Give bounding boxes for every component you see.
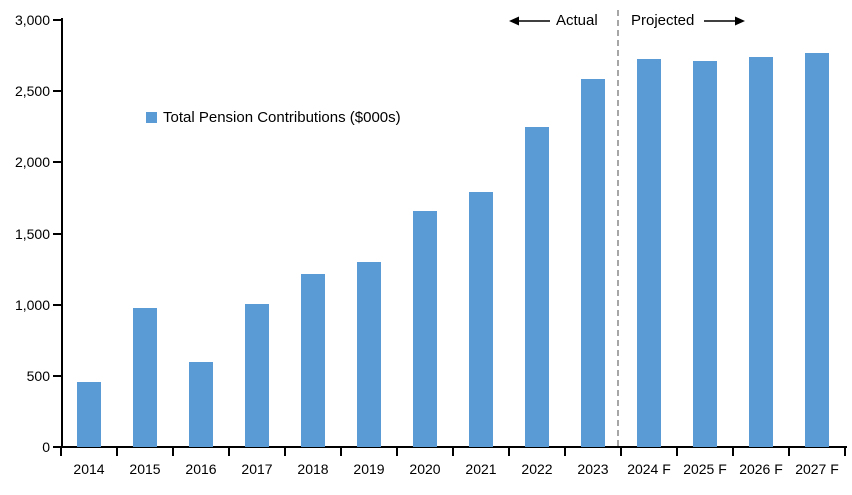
x-axis-tick: [396, 448, 398, 456]
x-axis-label: 2015: [129, 461, 161, 477]
x-axis-tick: [452, 448, 454, 456]
x-axis-label: 2024 F: [627, 461, 671, 477]
bar-2024-F: [637, 59, 661, 447]
y-axis-label: 3,000: [14, 12, 50, 28]
x-axis-tick: [116, 448, 118, 456]
x-axis-tick: [172, 448, 174, 456]
x-axis-label: 2014: [73, 461, 105, 477]
x-axis-label: 2027 F: [795, 461, 839, 477]
x-axis-label: 2026 F: [739, 461, 783, 477]
legend: Total Pension Contributions ($000s): [146, 109, 401, 126]
x-axis-label: 2021: [465, 461, 497, 477]
projected-section-label: Projected: [631, 12, 695, 29]
x-axis-tick: [732, 448, 734, 456]
x-axis-tick: [60, 448, 62, 456]
left-arrow-icon: [509, 16, 550, 26]
x-axis-tick: [844, 448, 846, 456]
x-axis-label: 2016: [185, 461, 217, 477]
bar-2027-F: [805, 52, 829, 447]
bar-2018: [301, 274, 325, 447]
y-axis-line: [61, 18, 63, 448]
y-axis-tick: [53, 232, 61, 235]
legend-label: Total Pension Contributions ($000s): [163, 109, 401, 126]
x-axis-tick: [284, 448, 286, 456]
bar-2025-F: [693, 60, 717, 447]
x-axis-label: 2017: [241, 461, 273, 477]
x-axis-tick: [564, 448, 566, 456]
legend-marker-icon: [146, 112, 157, 123]
y-axis-tick: [53, 446, 61, 448]
x-axis-label: 2022: [521, 461, 553, 477]
bar-2019: [357, 261, 381, 447]
bar-2023: [581, 79, 605, 447]
y-axis-tick: [53, 90, 61, 93]
bar-2017: [245, 303, 269, 447]
bar-2022: [525, 126, 549, 447]
x-axis-line: [53, 446, 847, 448]
y-axis-label: 500: [26, 367, 50, 384]
y-axis-label: 1,000: [14, 296, 50, 313]
y-axis-label: 0: [42, 439, 50, 455]
right-arrow-icon: [704, 16, 745, 26]
bar-2016: [189, 361, 213, 447]
x-axis-label: 2018: [297, 461, 329, 477]
x-axis-tick: [228, 448, 230, 456]
x-axis-tick: [340, 448, 342, 456]
y-axis-label: 2,500: [14, 83, 50, 100]
x-axis-label: 2025 F: [683, 461, 727, 477]
actual-projected-divider: [617, 10, 619, 446]
x-axis-tick: [620, 448, 622, 456]
actual-section-label: Actual: [556, 12, 598, 29]
y-axis-tick: [53, 19, 61, 21]
bar-2020: [413, 210, 437, 447]
y-axis-tick: [53, 161, 61, 164]
bar-2021: [469, 191, 493, 447]
y-axis-tick: [53, 303, 61, 306]
x-axis-tick: [676, 448, 678, 456]
x-axis-tick: [508, 448, 510, 456]
y-axis-label: 1,500: [14, 225, 50, 242]
bar-2014: [77, 382, 101, 447]
x-axis-label: 2023: [577, 461, 609, 477]
y-axis-label: 2,000: [14, 154, 50, 171]
x-axis-label: 2020: [409, 461, 441, 477]
y-axis-tick: [53, 374, 61, 377]
bar-2015: [133, 307, 157, 447]
bar-2026-F: [749, 57, 773, 447]
x-axis-tick: [788, 448, 790, 456]
x-axis-label: 2019: [353, 461, 385, 477]
